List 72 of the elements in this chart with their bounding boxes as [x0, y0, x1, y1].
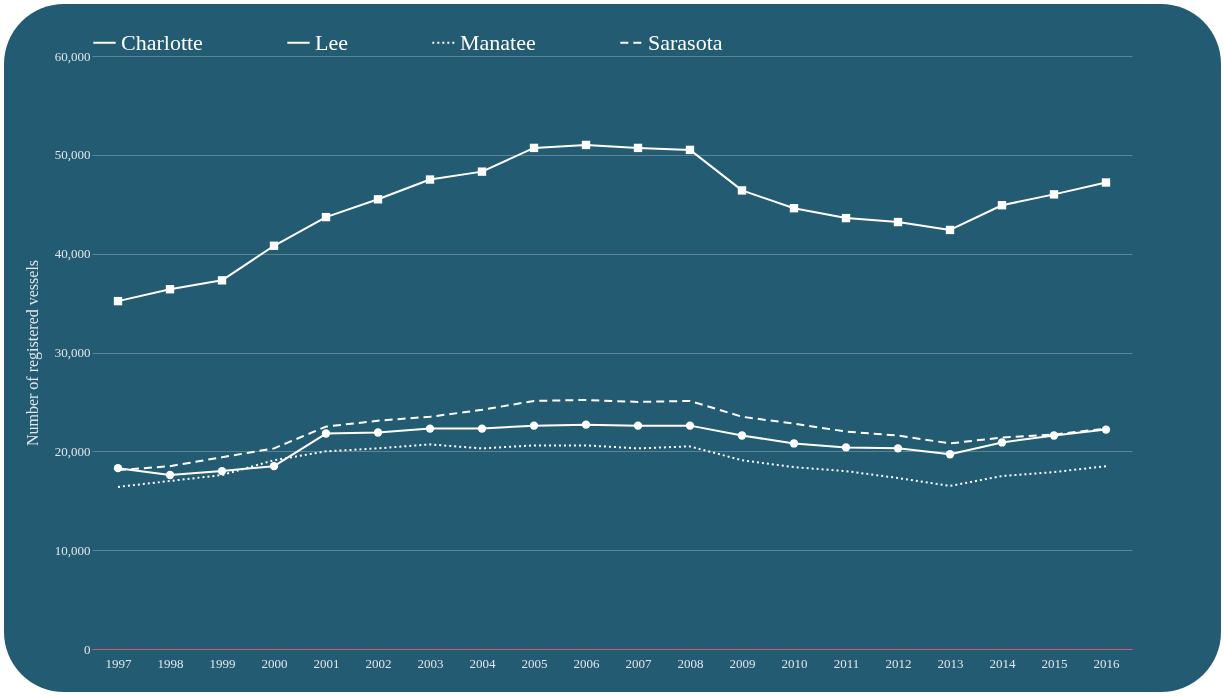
legend-label: Charlotte — [121, 29, 203, 55]
x-tick-label: 2007 — [625, 655, 652, 671]
point — [789, 204, 799, 213]
x-tick-label: 2013 — [937, 655, 964, 671]
y-tick-label: 40,000 — [54, 246, 91, 262]
x-tick-label: 2015 — [1041, 655, 1068, 671]
point — [321, 212, 331, 222]
point — [321, 429, 331, 438]
point — [789, 439, 799, 448]
point — [113, 296, 123, 306]
point — [1101, 178, 1111, 187]
point — [113, 463, 123, 473]
point — [893, 444, 903, 453]
point — [581, 140, 591, 150]
y-tick-label: 30,000 — [54, 345, 91, 360]
legend-label: Manatee — [460, 29, 536, 55]
y-tick-label: 10,000 — [54, 542, 91, 558]
point — [217, 276, 227, 285]
point — [737, 431, 747, 440]
point — [633, 421, 643, 430]
point — [1049, 431, 1059, 440]
x-tick-label: 2003 — [417, 655, 444, 671]
x-tick-label: 2016 — [1093, 655, 1120, 671]
point — [373, 195, 383, 204]
x-tick-label: 2004 — [469, 655, 496, 671]
y-tick-label: 50,000 — [54, 147, 91, 163]
point — [945, 225, 955, 235]
point — [841, 213, 851, 223]
point — [1049, 190, 1059, 199]
point — [893, 217, 903, 227]
point — [165, 470, 175, 480]
point — [217, 466, 227, 476]
y-axis-title: Number of registered vessels — [23, 259, 42, 447]
x-tick-label: 1999 — [209, 655, 236, 671]
point — [997, 201, 1007, 210]
point — [477, 424, 487, 433]
legend-label: Sarasota — [648, 29, 723, 55]
x-tick-label: 2000 — [261, 655, 288, 671]
point — [373, 428, 383, 437]
x-tick-label: 1997 — [105, 655, 132, 671]
point — [165, 285, 175, 294]
x-tick-label: 2010 — [781, 655, 808, 671]
x-tick-label: 2006 — [573, 655, 600, 671]
point — [529, 421, 539, 430]
point — [477, 167, 487, 176]
x-tick-label: 2002 — [365, 655, 392, 671]
x-tick-label: 2001 — [313, 655, 340, 671]
point — [685, 145, 695, 155]
point — [529, 143, 539, 153]
point — [425, 175, 435, 184]
y-tick-label: 60,000 — [54, 48, 91, 64]
point — [685, 421, 695, 430]
x-tick-label: 2005 — [521, 655, 548, 671]
x-tick-label: 1998 — [157, 655, 184, 671]
x-tick-label: 2009 — [729, 655, 756, 671]
point — [269, 241, 279, 250]
point — [841, 443, 851, 452]
point — [997, 438, 1007, 447]
point — [269, 461, 279, 471]
point — [581, 420, 591, 429]
x-tick-label: 2011 — [833, 655, 860, 671]
x-tick-label: 2014 — [989, 655, 1016, 671]
x-tick-label: 2008 — [677, 655, 704, 671]
y-tick-label: 0 — [84, 641, 91, 657]
legend-label: Lee — [315, 29, 348, 55]
point — [425, 424, 435, 433]
point — [945, 450, 955, 459]
x-tick-label: 2012 — [885, 655, 912, 671]
y-tick-label: 20,000 — [54, 443, 91, 459]
point — [737, 186, 747, 195]
point — [633, 143, 643, 153]
point — [1101, 425, 1111, 434]
